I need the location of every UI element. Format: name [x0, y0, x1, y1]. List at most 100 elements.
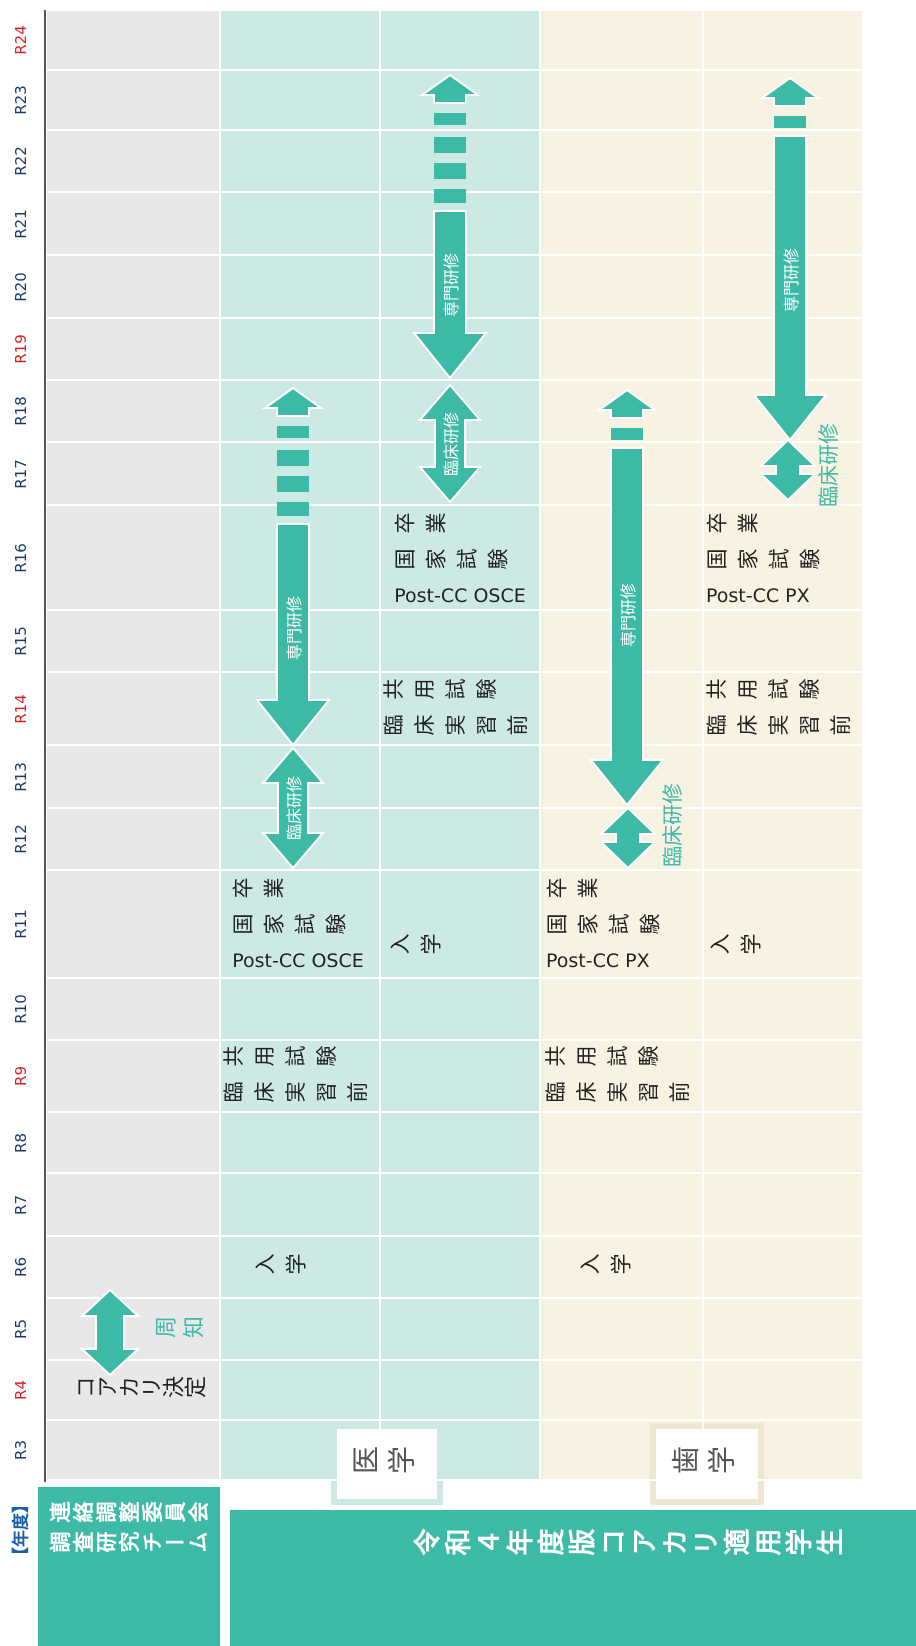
event-text: 周知	[154, 1314, 210, 1346]
graduation-line: 卒業	[706, 506, 830, 542]
enrollment-line: 入学	[254, 1247, 316, 1283]
exam: 共用試験臨床実習前	[545, 1039, 700, 1111]
enrollment: 入学	[254, 1247, 316, 1283]
year-label: R24	[12, 25, 30, 55]
graduation-line: Post-CC PX	[706, 578, 830, 614]
exam-line: 共用試験	[383, 672, 538, 708]
exam: 共用試験臨床実習前	[383, 672, 538, 744]
specialty-training: 専門研修	[615, 583, 639, 647]
event-text-line: 周知	[154, 1314, 210, 1346]
year-label-line: R16	[12, 543, 30, 573]
year-label-line: R13	[12, 762, 30, 792]
year-label: R11	[12, 909, 30, 939]
graduation-line: Post-CC PX	[546, 943, 670, 979]
enrollment: 入学	[579, 1247, 641, 1283]
specialty-training-line: 専門研修	[281, 596, 305, 660]
year-label: R16	[12, 543, 30, 573]
exam-line: 共用試験	[545, 1039, 700, 1075]
graduation-line: 国家試験	[706, 542, 830, 578]
enrollment-line: 入学	[709, 927, 771, 963]
clinical-training: 臨床研修	[281, 776, 305, 840]
exam-line: 臨床実習前	[545, 1075, 700, 1111]
graduation: 卒業国家試験Post-CC PX	[546, 871, 670, 979]
year-label-line: R9	[12, 1066, 30, 1086]
graduation-line: Post-CC OSCE	[232, 943, 363, 979]
arrow-dash	[434, 163, 466, 179]
arrow-dash	[277, 476, 309, 492]
year-label: R23	[12, 85, 30, 115]
column-label: 医学	[351, 1442, 423, 1482]
arrow-dash	[774, 116, 806, 128]
year-label-line: R20	[12, 272, 30, 302]
year-label: R21	[12, 209, 30, 239]
year-label: R5	[12, 1319, 30, 1339]
timeline: R3 R4 R5 R6 R7 R8 R9 R10 R11 R12 R13 R14 R15 R16 R17 R1…	[0, 0, 916, 1646]
year-label-line: R22	[12, 146, 30, 176]
exam: 共用試験臨床実習前	[223, 1039, 378, 1111]
enrollment: 入学	[709, 927, 771, 963]
year-label: R17	[12, 459, 30, 489]
graduation-line: 卒業	[394, 506, 525, 542]
year-label: R22	[12, 146, 30, 176]
committee-header-text-line: 調査研究チーム	[50, 1528, 211, 1558]
graduation-line: 国家試験	[394, 542, 525, 578]
year-label: R7	[12, 1195, 30, 1215]
column-label-line: 歯学	[671, 1442, 743, 1482]
students-header-text-line: 令和４年度版コアカリ適用学生	[413, 1526, 847, 1565]
year-label: R15	[12, 626, 30, 656]
arrow-dash	[611, 428, 643, 440]
clinical-training-line: 臨床研修	[281, 776, 305, 840]
enrollment-line: 入学	[389, 927, 451, 963]
year-label-line: R15	[12, 626, 30, 656]
graduation-line: 卒業	[232, 871, 363, 907]
arrow-dash	[434, 113, 466, 125]
year-label-line: R14	[12, 694, 30, 724]
arrow-dash	[277, 502, 309, 516]
year-label: R13	[12, 762, 30, 792]
year-header-line: 【年度】	[7, 1496, 32, 1564]
committee-header-text-line: 連絡調整委員会	[50, 1498, 211, 1528]
specialty-training: 専門研修	[438, 253, 462, 317]
enrollment: 入学	[389, 927, 451, 963]
arrow-dash	[277, 426, 309, 438]
graduation-line: 国家試験	[232, 907, 363, 943]
arrow-dash	[434, 189, 466, 203]
specialty-training-line: 専門研修	[615, 583, 639, 647]
year-label: R12	[12, 824, 30, 854]
year-label-line: R10	[12, 994, 30, 1024]
year-label: R9	[12, 1066, 30, 1086]
year-label-line: R7	[12, 1195, 30, 1215]
year-label-line: R18	[12, 396, 30, 426]
clinical-training: 臨床研修	[657, 783, 687, 867]
arrow-dash	[277, 450, 309, 466]
exam-line: 臨床実習前	[223, 1075, 378, 1111]
graduation-line: 卒業	[546, 871, 670, 907]
year-label-line: R4	[12, 1380, 30, 1400]
graduation-line: Post-CC OSCE	[394, 578, 525, 614]
year-header: 【年度】	[7, 1496, 32, 1564]
exam-line: 臨床実習前	[706, 708, 861, 744]
year-label: R4	[12, 1380, 30, 1400]
committee-header-text: 連絡調整委員会調査研究チーム	[50, 1498, 211, 1558]
year-label: R6	[12, 1257, 30, 1277]
year-label: R19	[12, 334, 30, 364]
year-label-line: R6	[12, 1257, 30, 1277]
graduation-line: 国家試験	[546, 907, 670, 943]
year-label-line: R8	[12, 1133, 30, 1153]
year-label-line: R23	[12, 85, 30, 115]
clinical-training: 臨床研修	[813, 423, 843, 507]
specialty-training-line: 専門研修	[778, 248, 802, 312]
clinical-training-line: 臨床研修	[813, 423, 843, 507]
enrollment-line: 入学	[579, 1247, 641, 1283]
event-text-line: コアカリ決定	[74, 1374, 206, 1406]
year-label: R18	[12, 396, 30, 426]
exam-line: 臨床実習前	[383, 708, 538, 744]
clinical-training-line: 臨床研修	[438, 411, 462, 475]
column-label-line: 医学	[351, 1442, 423, 1482]
arrow-dash	[434, 137, 466, 153]
year-label: R14	[12, 694, 30, 724]
year-label-line: R3	[12, 1440, 30, 1460]
